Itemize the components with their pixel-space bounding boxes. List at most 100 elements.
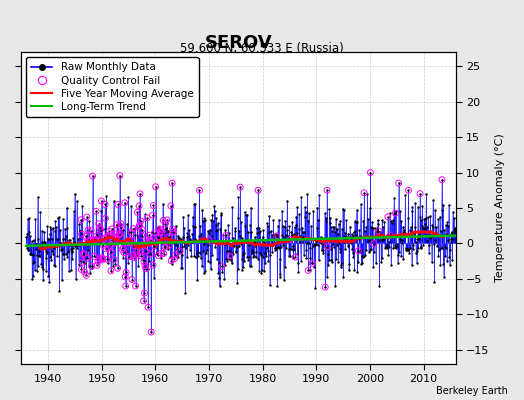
Point	[93, 230, 102, 236]
Point	[93, 262, 101, 269]
Point	[439, 260, 447, 267]
Point	[314, 242, 322, 248]
Point	[129, 225, 137, 232]
Point	[135, 222, 144, 228]
Text: Berkeley Earth: Berkeley Earth	[436, 386, 508, 396]
Point	[169, 229, 177, 235]
Point	[206, 259, 214, 265]
Point	[265, 228, 273, 235]
Point	[308, 260, 316, 266]
Point	[180, 224, 188, 231]
Point	[373, 226, 381, 232]
Point	[86, 270, 94, 276]
Point	[295, 226, 303, 232]
Point	[30, 258, 39, 265]
Point	[204, 258, 212, 264]
Point	[170, 256, 179, 262]
Point	[66, 242, 74, 248]
Point	[110, 198, 118, 204]
Point	[372, 260, 380, 266]
Point	[81, 240, 89, 246]
Point	[141, 266, 150, 272]
Point	[432, 232, 441, 238]
Point	[343, 234, 351, 241]
Point	[239, 264, 247, 270]
Point	[334, 259, 342, 265]
Point	[301, 214, 309, 220]
Point	[80, 240, 88, 246]
Point	[113, 222, 121, 228]
Point	[91, 237, 99, 244]
Point	[51, 228, 59, 234]
Point	[420, 216, 428, 222]
Point	[286, 236, 294, 243]
Point	[107, 249, 115, 255]
Point	[333, 226, 341, 233]
Point	[268, 249, 276, 255]
Point	[221, 240, 229, 247]
Point	[233, 266, 242, 272]
Point	[300, 251, 308, 258]
Point	[150, 230, 159, 236]
Point	[260, 268, 268, 274]
Point	[40, 238, 48, 245]
Point	[176, 248, 184, 254]
Point	[31, 246, 40, 253]
Point	[185, 227, 193, 234]
Point	[361, 233, 369, 239]
Point	[40, 239, 49, 246]
Point	[266, 252, 275, 258]
Point	[242, 237, 250, 244]
Point	[404, 187, 412, 194]
Point	[240, 258, 248, 264]
Point	[115, 232, 124, 238]
Point	[37, 228, 46, 234]
Point	[307, 236, 315, 242]
Point	[334, 231, 342, 237]
Point	[232, 248, 240, 254]
Point	[202, 239, 211, 246]
Point	[121, 274, 129, 280]
Point	[413, 236, 422, 242]
Point	[58, 235, 67, 242]
Point	[77, 258, 85, 264]
Point	[103, 256, 112, 262]
Point	[182, 244, 190, 251]
Point	[367, 225, 376, 231]
Point	[283, 197, 291, 204]
Point	[216, 212, 225, 219]
Point	[67, 249, 75, 256]
Point	[253, 229, 261, 236]
Point	[337, 262, 345, 268]
Point	[439, 202, 447, 208]
Point	[339, 274, 347, 280]
Point	[97, 198, 106, 204]
Point	[168, 226, 177, 232]
Point	[442, 230, 450, 237]
Point	[168, 180, 177, 186]
Point	[154, 252, 162, 259]
Point	[101, 201, 110, 208]
Point	[174, 235, 183, 242]
Point	[244, 257, 253, 263]
Point	[385, 244, 394, 250]
Point	[323, 244, 332, 250]
Point	[137, 218, 145, 224]
Point	[95, 256, 103, 262]
Point	[26, 251, 34, 257]
Point	[142, 248, 150, 254]
Point	[400, 227, 409, 233]
Point	[357, 261, 366, 268]
Point	[300, 204, 309, 210]
Point	[286, 236, 294, 243]
Point	[24, 215, 32, 222]
Point	[174, 254, 183, 260]
Point	[214, 260, 223, 266]
Point	[57, 247, 65, 254]
Point	[336, 249, 345, 256]
Point	[269, 241, 277, 247]
Point	[218, 269, 226, 276]
Point	[408, 208, 416, 214]
Text: 59.600 N, 60.533 E (Russia): 59.600 N, 60.533 E (Russia)	[180, 42, 344, 55]
Point	[201, 217, 209, 224]
